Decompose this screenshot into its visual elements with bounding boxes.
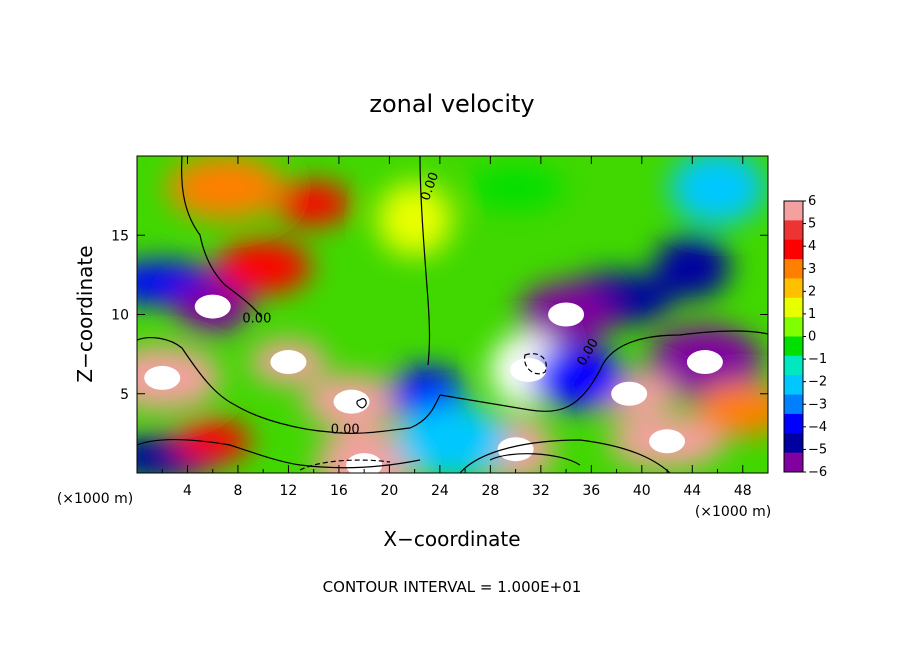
extreme-core <box>611 381 648 406</box>
colorbar-label: 4 <box>808 239 816 254</box>
colorbar-label: −4 <box>808 420 827 435</box>
colorbar-label: 1 <box>808 307 816 322</box>
colorbar-swatch <box>784 201 803 221</box>
zero-contour-bottom <box>459 439 671 473</box>
colorbar-label: 2 <box>808 284 816 299</box>
extreme-core <box>333 389 370 414</box>
colorbar-swatch <box>784 239 803 260</box>
extreme-core <box>270 350 307 375</box>
colorbar-label: 6 <box>808 194 816 209</box>
x-units-left: (×1000 m) <box>57 491 133 507</box>
field-blob <box>376 182 453 257</box>
x-tick-label: 40 <box>633 483 651 499</box>
chart-title: zonal velocity <box>369 90 534 118</box>
colorbar-swatch <box>784 259 803 279</box>
y-axis-ticks: 5 10 15 <box>111 228 768 403</box>
contour-label: 0.00 <box>242 311 271 326</box>
contour-label: 0.00 <box>331 422 360 437</box>
colorbar-label: 5 <box>808 217 816 232</box>
extreme-core <box>649 429 686 454</box>
field-blob <box>167 156 284 220</box>
colorbar-label: −1 <box>808 352 827 367</box>
x-tick-label: 12 <box>280 483 298 499</box>
x-tick-label: 16 <box>330 483 348 499</box>
colorbar: 6 5 4 3 2 1 0 −1 −2 −3 −4 −5 −6 <box>783 194 827 480</box>
x-tick-label: 24 <box>431 483 449 499</box>
colorbar-swatch <box>784 355 803 376</box>
colorbar-swatch <box>784 452 803 473</box>
x-tick-label: 8 <box>233 483 242 499</box>
colorbar-swatch <box>784 297 803 318</box>
zero-contours <box>137 156 768 473</box>
contour-interval-note: CONTOUR INTERVAL = 1.000E+01 <box>323 578 582 596</box>
extreme-core <box>510 357 547 382</box>
inner-contour-2 <box>299 459 391 471</box>
inner-contour-1 <box>356 398 367 409</box>
x-tick-label: 36 <box>582 483 600 499</box>
colorbar-swatch <box>784 375 803 396</box>
colorbar-label: −5 <box>808 442 827 457</box>
field-blob <box>654 234 731 299</box>
x-units-right: (×1000 m) <box>695 504 771 520</box>
extreme-core <box>686 350 723 375</box>
y-tick-label: 10 <box>111 308 129 324</box>
x-tick-label: 4 <box>183 483 192 499</box>
extreme-core <box>548 302 585 327</box>
extreme-cores <box>144 294 723 473</box>
extreme-core <box>144 365 181 390</box>
zero-contour-upper <box>419 156 431 366</box>
velocity-field: 0.000.000.000.00 <box>137 156 768 473</box>
zero-contour-left <box>181 156 263 319</box>
colorbar-swatch <box>784 433 803 454</box>
x-tick-label: 48 <box>734 483 752 499</box>
x-axis-ticks: 4 8 12 16 20 24 28 32 36 40 44 48 <box>161 156 752 499</box>
colorbar-swatch <box>784 394 803 415</box>
inner-contour-4 <box>489 453 581 466</box>
colorbar-swatch <box>784 413 803 434</box>
field-blob <box>669 156 766 225</box>
inner-contour-3 <box>523 353 547 375</box>
colorbar-swatch <box>784 278 803 299</box>
colorbar-label: 0 <box>808 330 816 345</box>
field-blob <box>694 382 768 437</box>
extreme-core <box>194 294 231 319</box>
field-blob <box>275 181 352 226</box>
zero-contour-mid <box>137 337 441 434</box>
colorbar-label: −6 <box>808 465 827 480</box>
field-blob <box>215 239 312 294</box>
y-tick-label: 5 <box>120 387 129 403</box>
x-tick-label: 32 <box>532 483 550 499</box>
x-tick-label: 28 <box>481 483 499 499</box>
colorbar-swatch <box>784 336 803 357</box>
field-blob <box>467 165 564 210</box>
colorbar-swatch <box>784 317 803 337</box>
field-blob <box>174 419 251 464</box>
zero-contour-low <box>137 439 421 469</box>
y-tick-label: 15 <box>111 228 129 244</box>
field-blob <box>394 404 511 473</box>
colorbar-label: −3 <box>808 397 827 412</box>
zero-contour-right <box>439 330 768 413</box>
y-axis-label: Z−coordinate <box>73 245 97 382</box>
x-tick-label: 20 <box>380 483 398 499</box>
x-tick-label: 44 <box>683 483 701 499</box>
colorbar-label: 3 <box>808 262 816 277</box>
colorbar-label: −2 <box>808 375 827 390</box>
x-axis-label: X−coordinate <box>383 527 520 551</box>
field-blob <box>530 345 627 410</box>
colorbar-swatch <box>784 220 803 241</box>
